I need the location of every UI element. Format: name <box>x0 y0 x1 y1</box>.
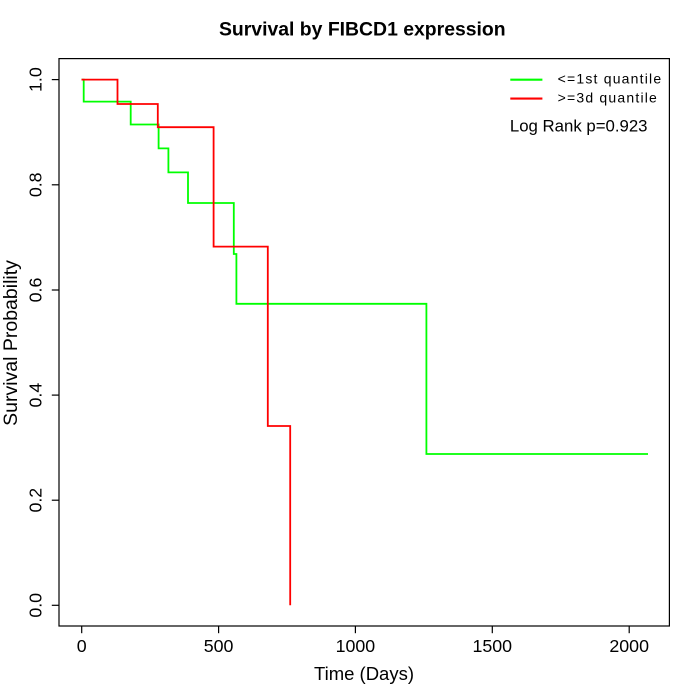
svg-text:1.0: 1.0 <box>25 67 45 92</box>
svg-text:1000: 1000 <box>336 636 376 656</box>
svg-text:0.4: 0.4 <box>25 383 45 408</box>
svg-text:0.8: 0.8 <box>25 172 45 197</box>
svg-text:0.2: 0.2 <box>25 488 45 513</box>
svg-text:2000: 2000 <box>609 636 649 656</box>
svg-text:0: 0 <box>77 636 87 656</box>
svg-text:<=1st quantile: <=1st quantile <box>558 71 663 87</box>
svg-text:1500: 1500 <box>473 636 513 656</box>
svg-text:0.0: 0.0 <box>25 593 45 618</box>
svg-text:Time (Days): Time (Days) <box>314 663 414 684</box>
svg-text:0.6: 0.6 <box>25 278 45 303</box>
svg-text:>=3d quantile: >=3d quantile <box>558 90 658 106</box>
svg-text:Log Rank p=0.923: Log Rank p=0.923 <box>510 117 648 136</box>
svg-text:Survival by FIBCD1 expression: Survival by FIBCD1 expression <box>219 19 506 41</box>
svg-text:Survival Probability: Survival Probability <box>0 260 22 426</box>
svg-text:500: 500 <box>204 636 234 656</box>
